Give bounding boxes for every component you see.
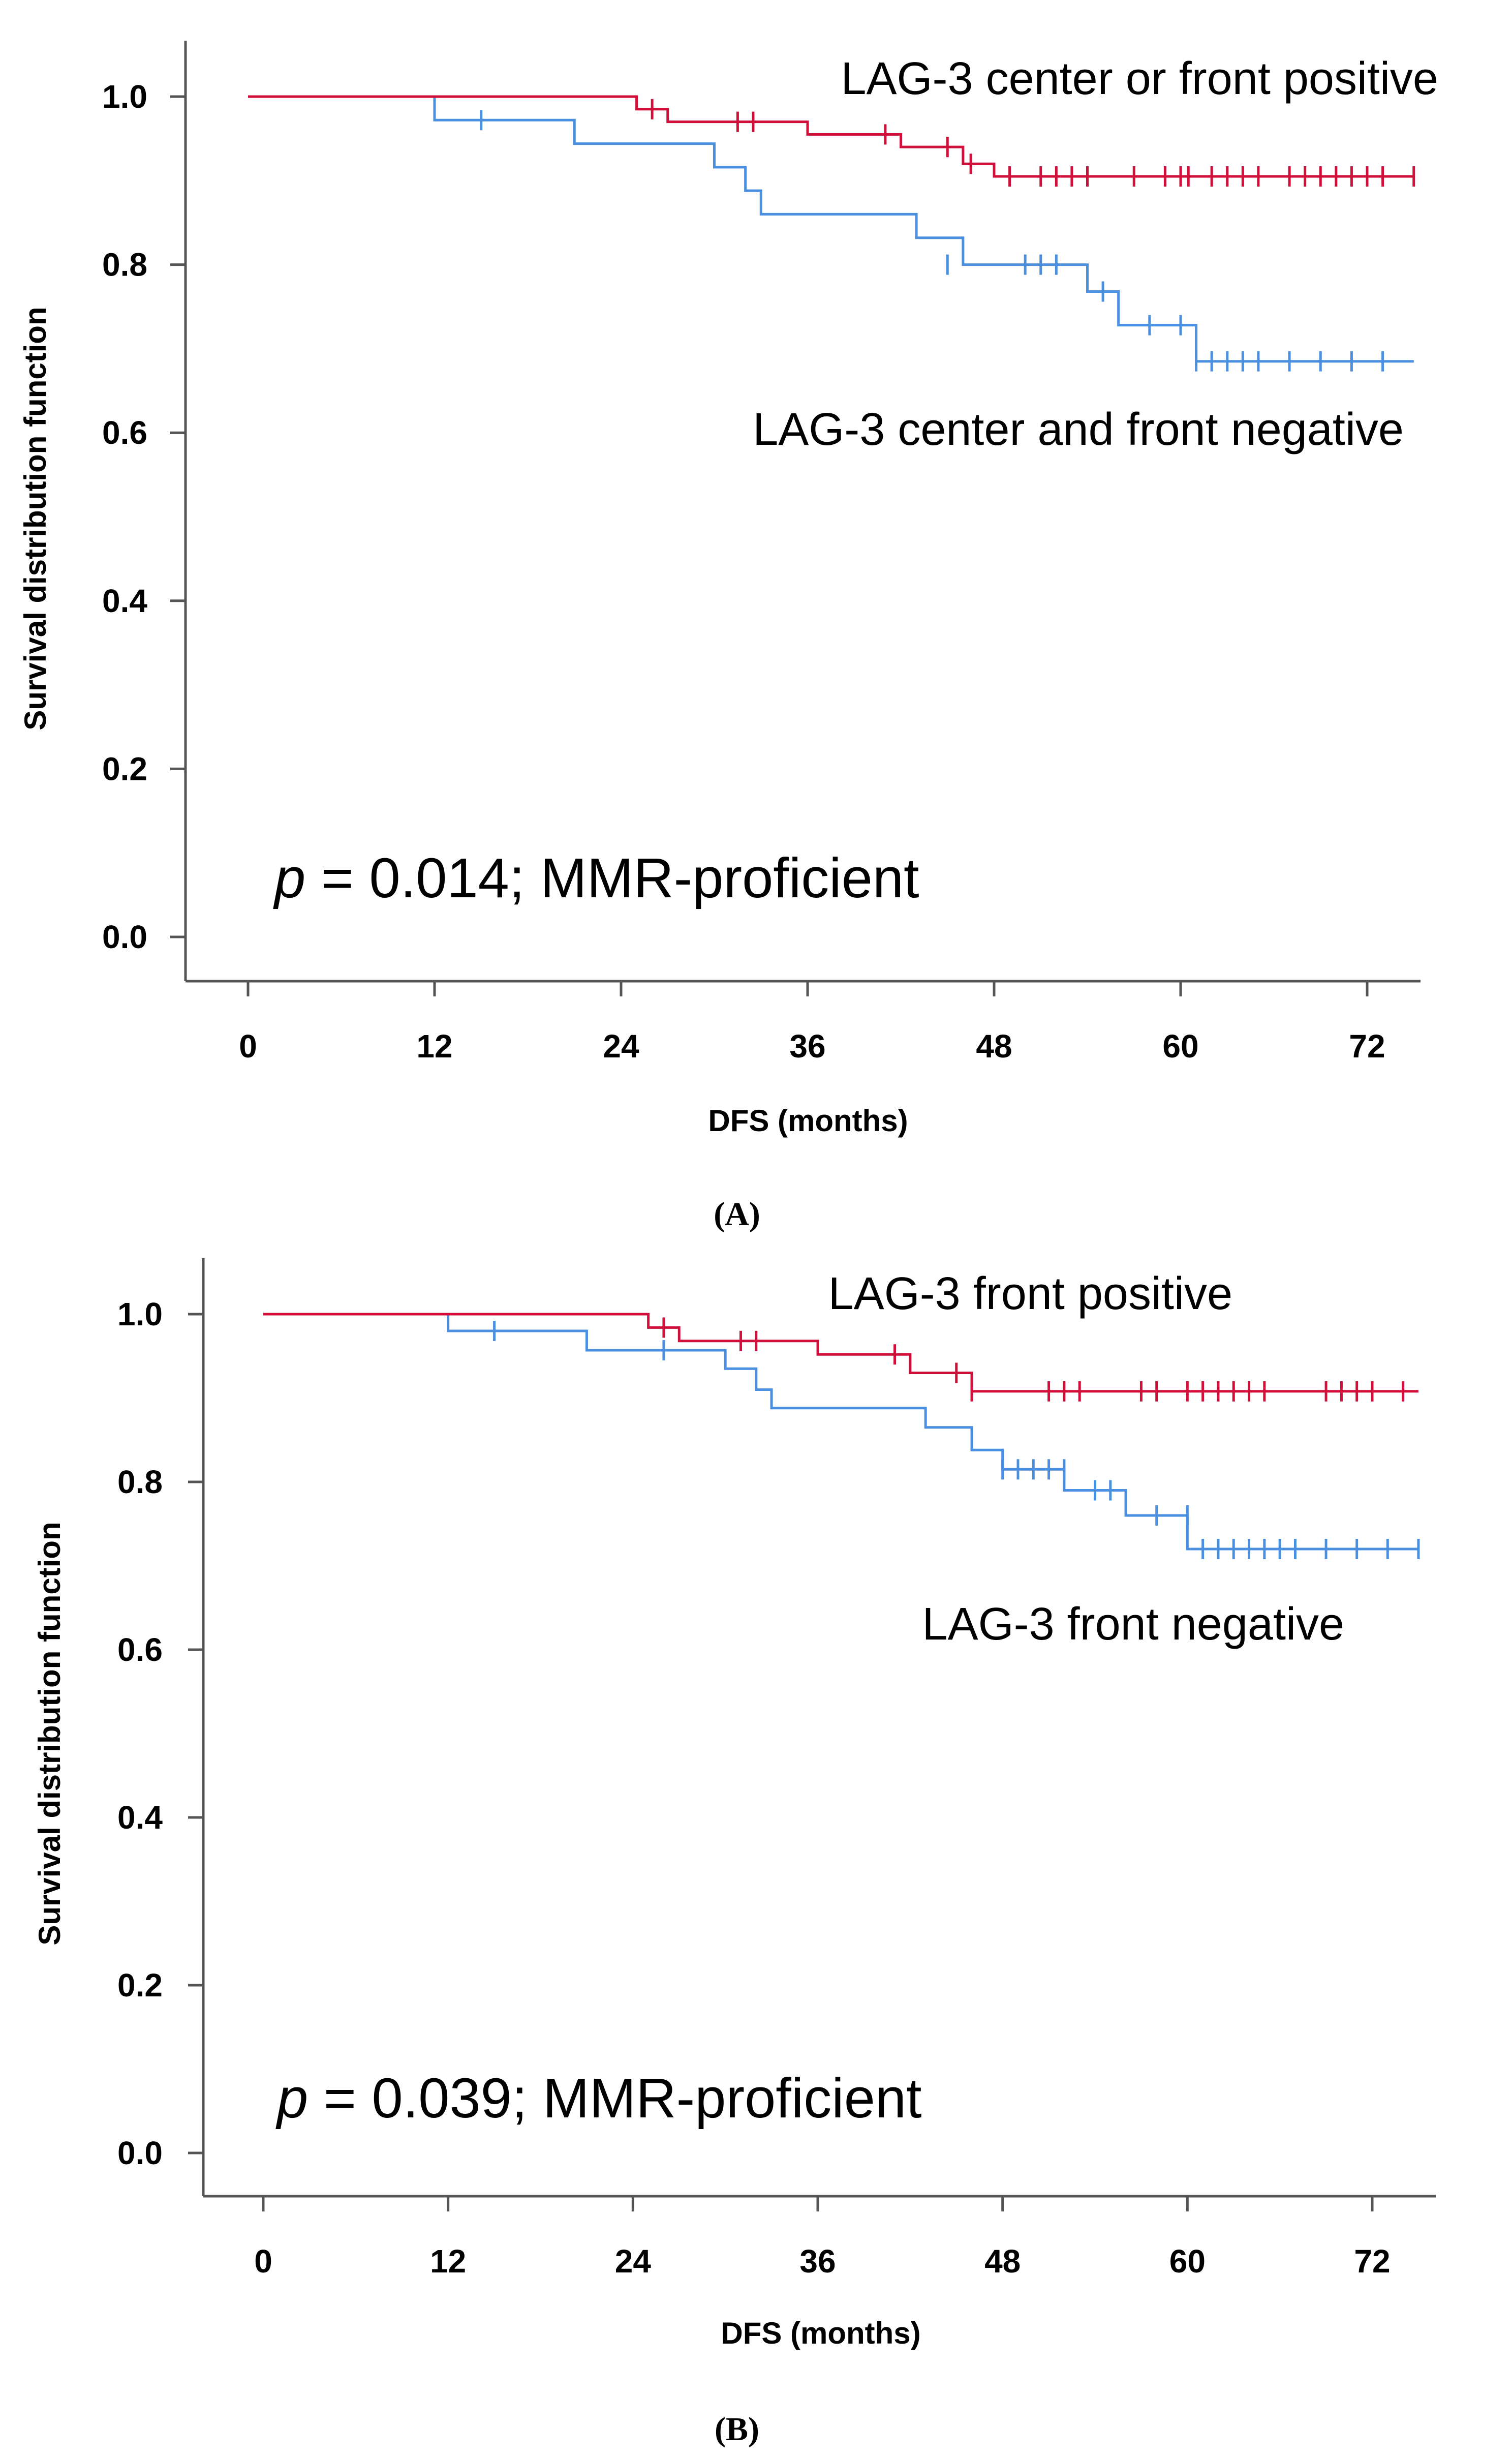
panel-b-x-tick-label: 72 xyxy=(1354,2243,1390,2280)
panel-b-p-italic: p xyxy=(275,2067,308,2130)
panel-b-series-2-curve xyxy=(263,1313,1418,1551)
panel-a-x-tick-label: 0 xyxy=(239,1028,257,1065)
panel-a-x-tick-label: 12 xyxy=(416,1028,452,1065)
panel-b-series-2-label: LAG-3 front negative xyxy=(922,1599,1344,1650)
panel-b-x-tick-label: 0 xyxy=(254,2243,272,2280)
panel-a-x-tick-label: 72 xyxy=(1349,1028,1385,1065)
panel-b-y-tick-label: 0.6 xyxy=(117,1631,163,1668)
panel-b-p-text: = 0.039; MMR-proficient xyxy=(308,2067,921,2130)
panel-a-label: (A) xyxy=(714,1196,760,1233)
panel-a-y-tick-label: 0.0 xyxy=(102,919,147,955)
panel-a-x-tick-label: 36 xyxy=(789,1028,825,1065)
panel-a-series-1-label: LAG-3 center or front positive xyxy=(841,53,1438,104)
panel-b-y-tick-label: 0.4 xyxy=(117,1799,163,1836)
panel-a-series-2-label: LAG-3 center and front negative xyxy=(753,404,1404,455)
panel-b-chart: Survival distribution function DFS (mont… xyxy=(33,1258,1436,2448)
panel-a-p-italic: p xyxy=(273,847,305,909)
panel-a-y-tick-label: 0.6 xyxy=(102,414,147,451)
panel-b-x-tick-label: 60 xyxy=(1169,2243,1206,2280)
panel-b-y-tick-label: 1.0 xyxy=(117,1296,163,1332)
panel-a-y-tick-label: 1.0 xyxy=(102,78,147,115)
panel-b-y-tick-label: 0.2 xyxy=(117,1967,163,2004)
panel-b-y-axis-title: Survival distribution function xyxy=(33,1522,67,1945)
panel-b-x-axis-title: DFS (months) xyxy=(721,2316,920,2350)
panel-a-series-1-curve xyxy=(248,95,1414,178)
panel-a-p-value: p = 0.014; MMR-proficient xyxy=(273,847,919,909)
panel-a-chart: Survival distribution function DFS (mont… xyxy=(18,41,1438,1233)
panel-b-series-1-label: LAG-3 front positive xyxy=(828,1268,1232,1319)
panel-b-x-tick-label: 24 xyxy=(615,2243,652,2280)
panel-b-label: (B) xyxy=(715,2411,759,2448)
panel-a-x-tick-label: 60 xyxy=(1162,1028,1198,1065)
panel-a-series-2-curve xyxy=(248,95,1414,363)
panel-a-x-axis-title: DFS (months) xyxy=(708,1104,908,1138)
panel-a-y-axis-title: Survival distribution function xyxy=(18,307,52,730)
panel-a-y-tick-label: 0.8 xyxy=(102,247,147,283)
panel-a-p-text: = 0.014; MMR-proficient xyxy=(305,847,919,909)
panel-a-y-tick-label: 0.4 xyxy=(102,583,147,619)
panel-b-p-value: p = 0.039; MMR-proficient xyxy=(275,2067,922,2130)
panel-b-y-tick-label: 0.0 xyxy=(117,2135,163,2171)
panel-b-x-tick-label: 48 xyxy=(984,2243,1021,2280)
panel-b-x-tick-label: 12 xyxy=(430,2243,466,2280)
panel-b-x-tick-label: 36 xyxy=(799,2243,836,2280)
panel-b-series-1-curve xyxy=(263,1313,1418,1393)
panel-a-x-tick-label: 48 xyxy=(976,1028,1012,1065)
panel-a-y-tick-label: 0.2 xyxy=(102,750,147,787)
panel-b-y-tick-label: 0.8 xyxy=(117,1464,163,1500)
panel-a-x-tick-label: 24 xyxy=(603,1028,639,1065)
